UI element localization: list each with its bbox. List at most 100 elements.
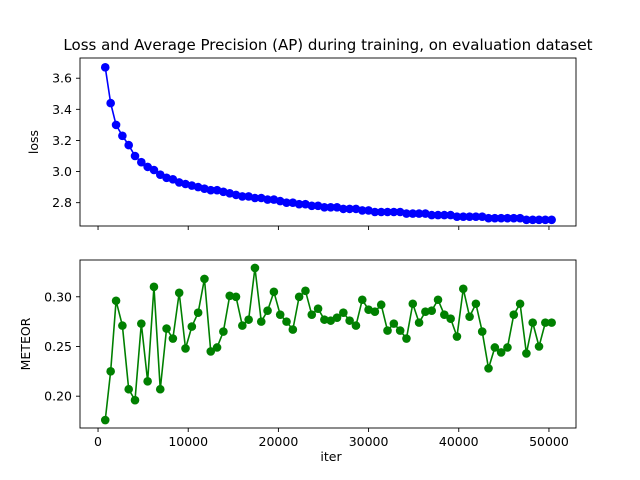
meteor-data-point xyxy=(206,347,216,356)
meteor-data-point xyxy=(149,282,159,292)
meteor-x-ticks: 0 10000 20000 30000 40000 50000 xyxy=(94,428,569,449)
meteor-data-point xyxy=(458,284,468,294)
meteor-data-point xyxy=(168,334,178,343)
y-tick-label: 0.30 xyxy=(44,289,72,304)
meteor-data-point xyxy=(212,343,222,352)
meteor-y-ticks: 0.20 0.25 0.30 xyxy=(44,289,80,404)
meteor-data-point xyxy=(100,415,110,425)
loss-data-point xyxy=(326,203,336,212)
meteor-data-point xyxy=(288,325,298,334)
meteor-data-point xyxy=(238,321,247,330)
loss-data-point xyxy=(106,98,115,108)
meteor-data-point xyxy=(541,318,550,327)
loss-data-point xyxy=(490,213,500,223)
meteor-data-point xyxy=(534,342,544,351)
meteor-data-point xyxy=(244,315,253,324)
meteor-data-point xyxy=(522,349,531,358)
meteor-data-point xyxy=(143,376,152,386)
meteor-data-point xyxy=(446,314,455,323)
meteor-data-point xyxy=(111,296,121,306)
meteor-axes-frame xyxy=(79,259,577,429)
loss-data-point xyxy=(206,185,216,195)
loss-data-point xyxy=(534,215,544,225)
meteor-data-point xyxy=(395,326,405,335)
meteor-data-point xyxy=(351,321,361,330)
loss-data-point xyxy=(263,195,272,204)
x-tick-label: 40000 xyxy=(439,434,479,449)
loss-data-point xyxy=(250,193,260,203)
meteor-data-point xyxy=(528,318,538,327)
meteor-data-point xyxy=(106,367,115,376)
meteor-data-point xyxy=(225,291,234,301)
loss-data-point xyxy=(345,204,354,214)
loss-data-point xyxy=(124,140,133,150)
loss-data-point xyxy=(118,131,127,141)
meteor-data-point xyxy=(137,319,146,328)
meteor-data-point xyxy=(130,395,140,405)
meteor-data-point xyxy=(345,316,354,325)
meteor-data-point xyxy=(231,292,241,302)
meteor-data-point xyxy=(301,286,310,296)
loss-data-point xyxy=(465,212,474,221)
loss-y-axis-label: loss xyxy=(26,130,41,154)
loss-data-point xyxy=(307,201,317,211)
y-tick-label: 0.25 xyxy=(44,339,72,354)
meteor-data-point xyxy=(174,288,184,298)
loss-data-point xyxy=(528,215,538,225)
meteor-data-point xyxy=(408,299,418,309)
meteor-data-point xyxy=(503,343,512,352)
x-tick-label: 30000 xyxy=(349,434,389,449)
meteor-data-point xyxy=(263,306,272,316)
meteor-data-point xyxy=(162,324,171,333)
loss-data-point xyxy=(357,206,367,215)
loss-data-point xyxy=(376,207,386,217)
meteor-data-point xyxy=(509,310,519,319)
meteor-data-point xyxy=(219,327,228,336)
loss-data-point xyxy=(238,192,247,201)
meteor-data-point xyxy=(389,319,399,328)
meteor-data-point xyxy=(433,295,443,305)
loss-data-point xyxy=(433,210,443,220)
meteor-data-point xyxy=(200,274,209,284)
x-tick-label: 50000 xyxy=(529,434,569,449)
meteor-series-line xyxy=(104,267,552,421)
y-tick-label: 2.8 xyxy=(52,195,72,210)
loss-data-point xyxy=(100,63,110,72)
meteor-data-point xyxy=(440,310,449,319)
loss-data-point xyxy=(509,213,519,223)
meteor-data-point xyxy=(320,315,329,324)
loss-data-point xyxy=(440,210,449,220)
loss-y-ticks: 2.8 3.0 3.2 3.4 3.6 xyxy=(52,71,80,210)
loss-data-point xyxy=(427,210,437,220)
meteor-data-point xyxy=(471,299,481,309)
meteor-data-point xyxy=(490,343,500,352)
meteor-data-point xyxy=(256,317,266,326)
loss-data-point xyxy=(370,207,380,217)
loss-data-point xyxy=(111,120,121,130)
meteor-data-point xyxy=(269,287,279,297)
meteor-data-point xyxy=(402,334,411,343)
meteor-data-point xyxy=(118,321,127,330)
x-tick-label: 10000 xyxy=(168,434,208,449)
meteor-data-point xyxy=(187,322,197,331)
meteor-data-point xyxy=(547,318,556,327)
loss-data-point xyxy=(414,209,424,218)
loss-subplot: 2.8 3.0 3.2 3.4 3.6 loss xyxy=(26,57,577,230)
loss-data-point xyxy=(130,151,140,161)
meteor-data-point xyxy=(155,384,165,394)
loss-data-point xyxy=(320,203,329,212)
meteor-data-point xyxy=(294,292,304,302)
y-tick-label: 3.2 xyxy=(52,133,72,148)
meteor-data-point xyxy=(370,307,380,316)
meteor-data-point xyxy=(465,312,474,321)
loss-data-point xyxy=(471,212,481,221)
loss-data-point xyxy=(149,165,159,175)
loss-data-point xyxy=(282,198,291,207)
loss-data-point xyxy=(452,212,462,221)
meteor-data-point xyxy=(357,295,367,305)
meteor-data-point xyxy=(275,310,285,319)
meteor-data-point xyxy=(282,317,291,326)
y-tick-label: 0.20 xyxy=(44,389,72,404)
loss-data-point xyxy=(137,157,146,167)
